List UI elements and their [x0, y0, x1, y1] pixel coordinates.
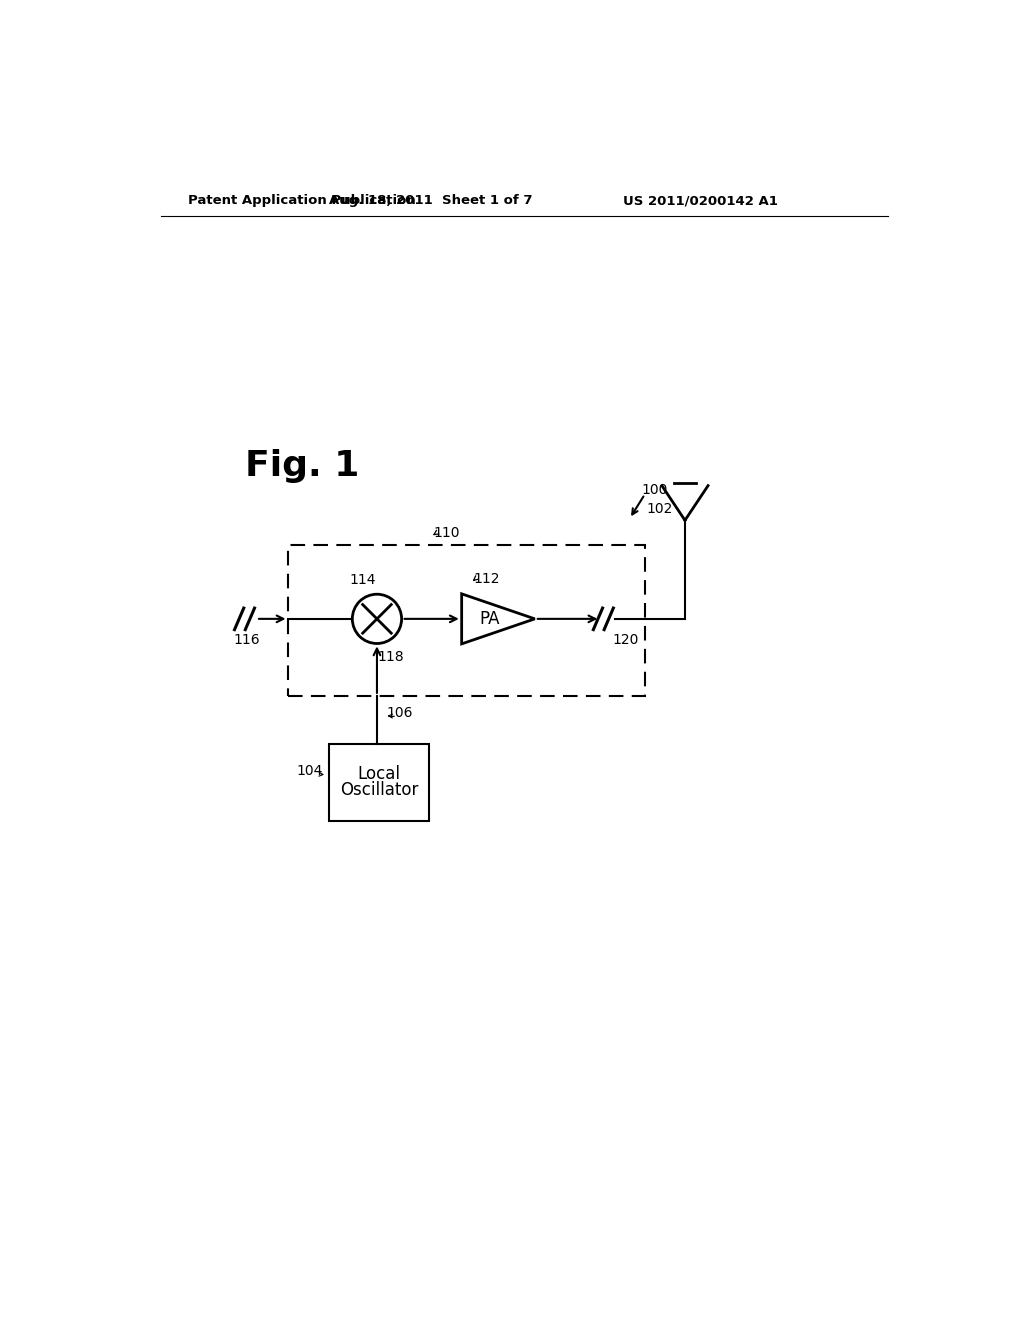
Text: 120: 120: [612, 634, 639, 647]
Text: 112: 112: [473, 572, 500, 586]
Text: Patent Application Publication: Patent Application Publication: [188, 194, 416, 207]
Text: 100: 100: [641, 483, 668, 496]
Text: 114: 114: [350, 573, 377, 587]
Bar: [330, 743, 429, 821]
Text: 104: 104: [297, 763, 324, 777]
Text: Aug. 18, 2011  Sheet 1 of 7: Aug. 18, 2011 Sheet 1 of 7: [329, 194, 532, 207]
Text: 110: 110: [433, 527, 460, 540]
Text: 106: 106: [386, 706, 413, 719]
Text: 102: 102: [646, 502, 673, 516]
Text: Oscillator: Oscillator: [340, 781, 419, 799]
Text: Fig. 1: Fig. 1: [245, 449, 358, 483]
Bar: [289, 545, 645, 696]
Text: Local: Local: [357, 766, 400, 783]
Text: 116: 116: [233, 634, 260, 647]
Text: PA: PA: [479, 610, 500, 628]
Text: US 2011/0200142 A1: US 2011/0200142 A1: [624, 194, 778, 207]
Text: 118: 118: [378, 651, 404, 664]
